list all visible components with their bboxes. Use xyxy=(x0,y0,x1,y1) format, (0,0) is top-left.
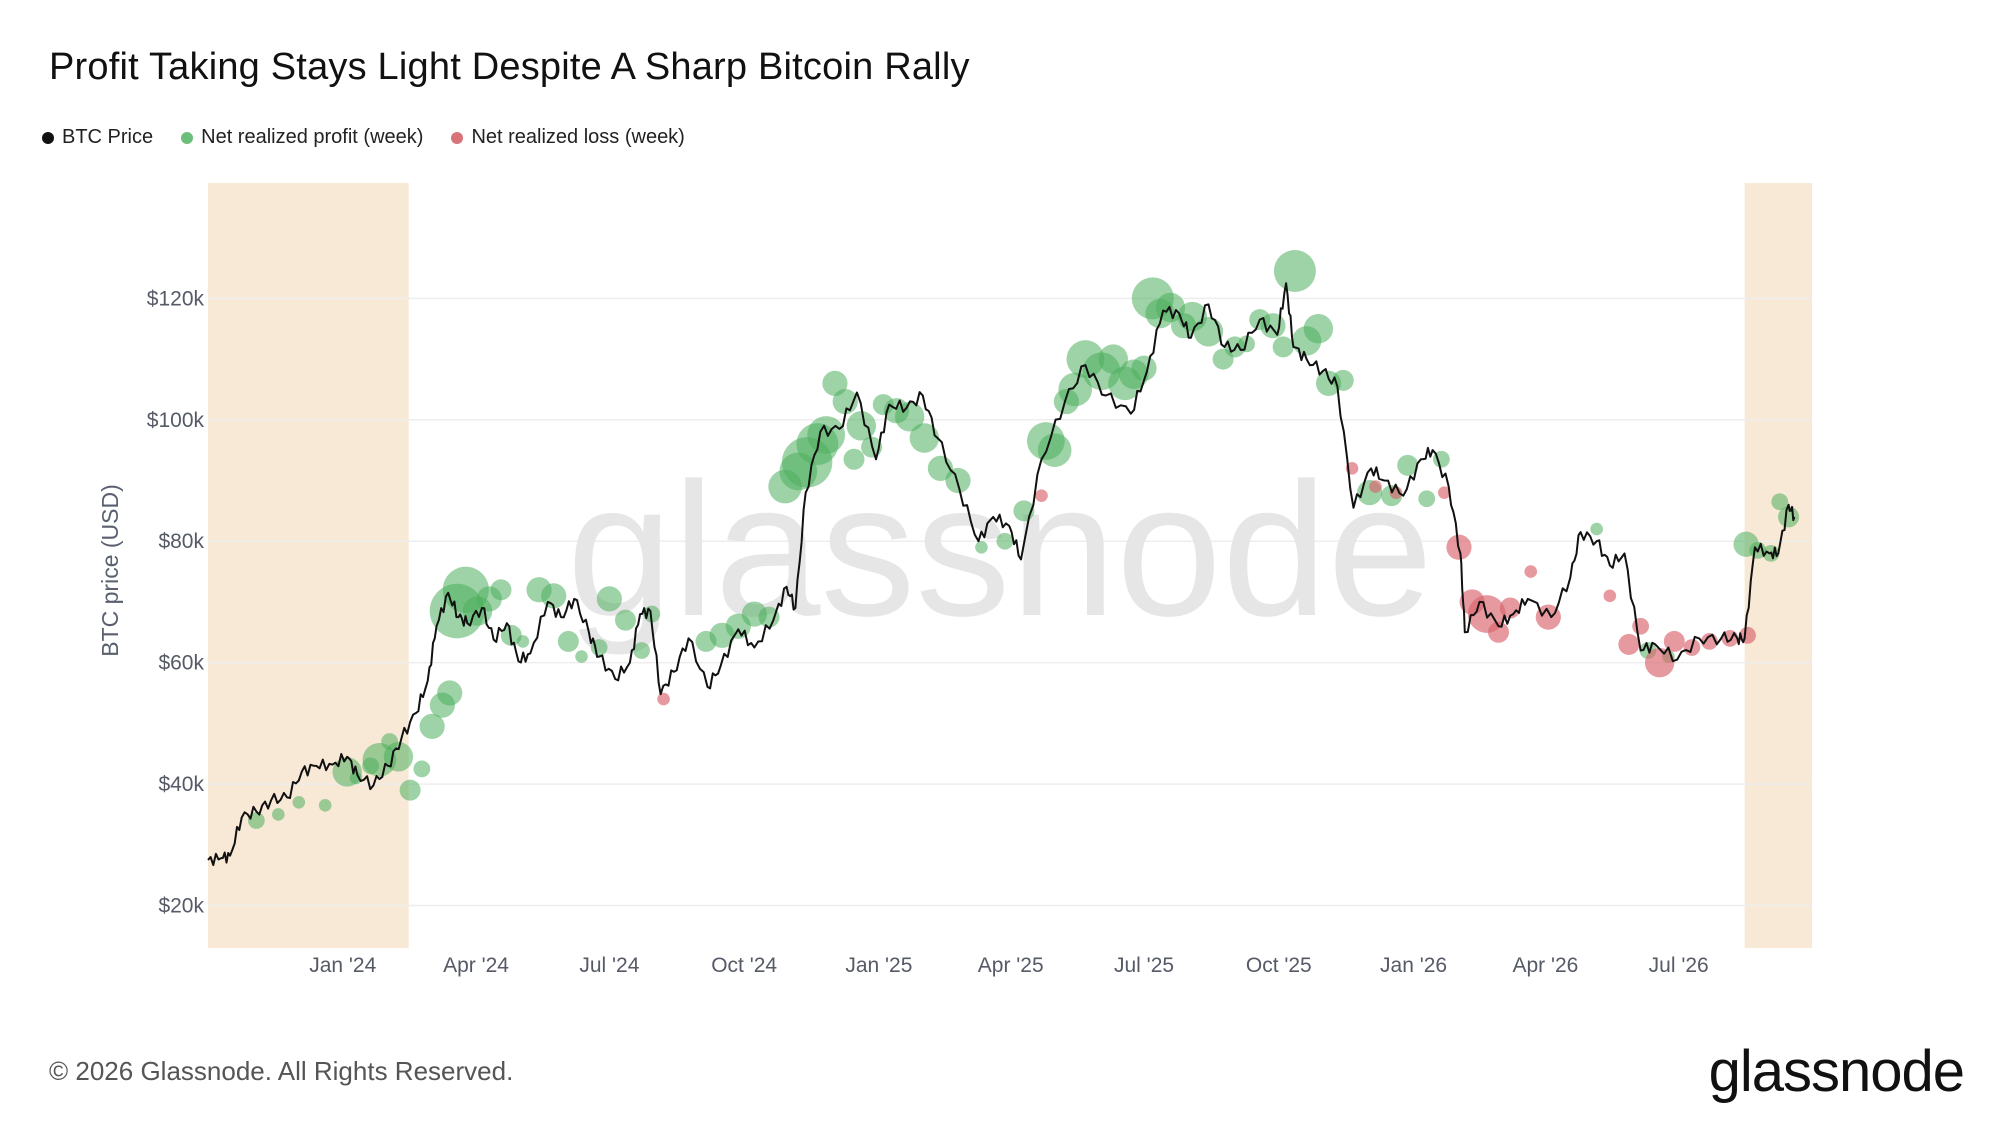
price-chart: glassnode $20k $40k $60k $80k $100k $120k Jan… xyxy=(97,183,1812,977)
chart-title: Profit Taking Stays Light Despite A Shar… xyxy=(49,46,970,88)
legend-marker-net-realized-loss xyxy=(451,131,464,144)
loss-bubble xyxy=(657,692,670,706)
profit-bubble xyxy=(399,779,421,801)
profit-bubble xyxy=(1590,522,1603,536)
profit-bubble xyxy=(1418,490,1436,508)
y-tick-label: $40k xyxy=(158,773,204,796)
loss-bubble xyxy=(1603,589,1617,603)
loss-bubble xyxy=(1644,647,1675,678)
profit-bubble xyxy=(292,795,306,809)
y-tick-label: $80k xyxy=(158,530,204,553)
loss-bubble xyxy=(1499,597,1521,619)
copyright-footer: © 2026 Glassnode. All Rights Reserved. xyxy=(49,1056,514,1086)
x-tick-layer: Jan '24 Apr '24 Jul '24 Oct '24 Jan '25 Apr '… xyxy=(309,954,1708,977)
profit-bubble xyxy=(846,411,877,441)
profit-bubble xyxy=(575,650,588,663)
y-tick-label: $20k xyxy=(158,895,204,918)
profit-bubble xyxy=(490,579,512,601)
profit-bubble xyxy=(1771,493,1789,511)
profit-bubble xyxy=(975,540,988,554)
legend-item-btc-price[interactable]: BTC Price xyxy=(42,126,153,149)
x-tick-label: Oct '24 xyxy=(711,954,777,977)
profit-bubble xyxy=(843,448,865,470)
profit-bubble xyxy=(419,713,445,739)
profit-bubble xyxy=(1260,313,1286,339)
x-tick-label: Jan '24 xyxy=(309,954,376,977)
profit-bubble xyxy=(318,799,332,812)
loss-bubble xyxy=(1524,565,1538,578)
profit-bubble xyxy=(516,635,530,648)
legend: BTC Price Net realized profit (week) Net… xyxy=(42,126,685,149)
profit-bubble xyxy=(633,642,650,659)
profit-bubble xyxy=(349,771,363,785)
profit-bubble xyxy=(758,606,780,628)
profit-bubble xyxy=(557,630,579,652)
profit-bubble xyxy=(247,812,265,829)
profit-bubble xyxy=(614,609,636,631)
legend-marker-btc-price xyxy=(42,131,54,144)
loss-bubble xyxy=(1535,604,1561,630)
x-tick-label: Oct '25 xyxy=(1246,954,1312,977)
profit-bubble xyxy=(945,467,971,494)
legend-label-btc-price: BTC Price xyxy=(62,126,154,148)
loss-bubble xyxy=(1035,489,1048,502)
legend-label-net-realized-loss: Net realized loss (week) xyxy=(471,126,685,148)
profit-bubble xyxy=(996,532,1014,550)
btc-price-line xyxy=(207,282,1796,866)
profit-bubble xyxy=(807,416,846,454)
legend-item-net-realized-profit[interactable]: Net realized profit (week) xyxy=(181,126,423,149)
x-tick-label: Apr '24 xyxy=(443,954,509,977)
profit-bubble xyxy=(1131,355,1157,381)
gridline-layer xyxy=(208,297,1812,907)
profit-bubble xyxy=(413,760,431,778)
loss-bubble xyxy=(1663,630,1685,652)
y-tick-label: $100k xyxy=(147,409,205,432)
profit-bubble xyxy=(437,680,463,706)
profit-bubble xyxy=(1037,433,1072,467)
loss-bubble xyxy=(1438,486,1451,499)
x-tick-label: Jan '26 xyxy=(1380,954,1447,977)
legend-item-net-realized-loss[interactable]: Net realized loss (week) xyxy=(451,126,685,149)
x-tick-label: Jul '26 xyxy=(1649,954,1709,977)
legend-marker-net-realized-profit xyxy=(181,131,194,144)
profit-bubble xyxy=(1303,314,1334,344)
y-axis-title: BTC price (USD) xyxy=(97,484,123,657)
profit-bubble xyxy=(1397,454,1419,476)
x-tick-label: Apr '25 xyxy=(978,954,1044,977)
y-tick-label: $120k xyxy=(147,287,205,310)
legend-label-net-realized-profit: Net realized profit (week) xyxy=(201,126,424,148)
y-tick-layer: $20k $40k $60k $80k $100k $120k xyxy=(147,287,205,917)
profit-bubble xyxy=(272,808,285,821)
profit-bubble xyxy=(909,423,940,453)
glassnode-logo[interactable]: glassnode xyxy=(1708,1039,1965,1104)
profit-bubble xyxy=(1193,317,1224,347)
x-tick-label: Jul '24 xyxy=(579,954,639,977)
shaded-region-1 xyxy=(1744,183,1812,948)
x-tick-label: Apr '26 xyxy=(1512,954,1578,977)
profit-bubble xyxy=(1273,250,1316,293)
x-tick-label: Jul '25 xyxy=(1114,954,1174,977)
x-tick-label: Jan '25 xyxy=(845,954,912,977)
watermark-text: glassnode xyxy=(567,444,1433,656)
loss-bubble xyxy=(1632,617,1650,635)
profit-bubble xyxy=(1272,336,1294,358)
profit-bubble xyxy=(1098,344,1128,374)
loss-bubble xyxy=(1618,633,1640,655)
y-tick-label: $60k xyxy=(158,652,204,675)
loss-bubble xyxy=(1369,480,1382,493)
loss-bubble xyxy=(1488,621,1510,643)
profit-bubble xyxy=(1778,506,1800,528)
profit-bubble xyxy=(596,586,622,612)
